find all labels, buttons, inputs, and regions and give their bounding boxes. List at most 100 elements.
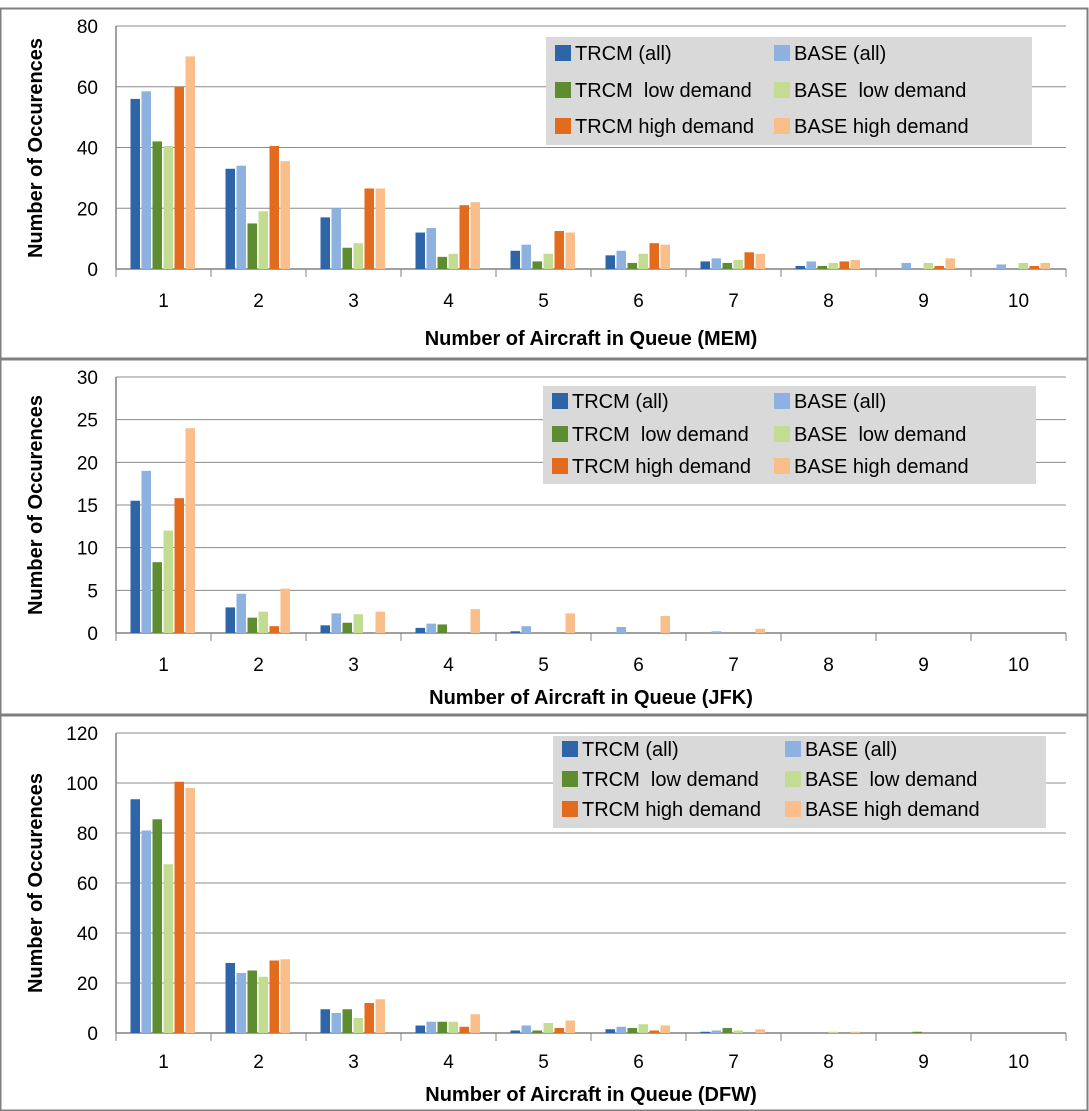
x-tick-label: 8 (823, 655, 834, 676)
legend-label-2: BASE (all) (805, 739, 897, 761)
bar-series-4 (543, 1023, 553, 1033)
y-tick-label: 20 (77, 974, 98, 995)
bar-series-1 (320, 625, 330, 633)
bar-series-3 (247, 223, 257, 269)
bar-series-5 (269, 626, 279, 633)
x-tick-label: 10 (1008, 1052, 1029, 1073)
x-tick-label: 6 (633, 655, 644, 676)
bar-series-3 (817, 265, 827, 269)
bar-series-2 (141, 470, 151, 633)
y-tick-label: 80 (77, 824, 98, 845)
bar-series-2 (901, 262, 911, 269)
bar-series-5 (174, 86, 184, 269)
legend: TRCM (all) BASE (all) TRCM low demand BASE … (546, 37, 1032, 145)
y-tick-label: 10 (77, 539, 98, 560)
legend-label-2: BASE (all) (794, 391, 886, 413)
y-tick-label: 60 (77, 78, 98, 99)
bar-series-2 (331, 1013, 341, 1033)
bar-series-2 (806, 261, 816, 269)
bar-series-4 (543, 253, 553, 269)
y-axis-title: Number of Occurences (25, 38, 47, 258)
bar-series-1 (225, 168, 235, 269)
y-tick-label: 80 (77, 17, 98, 38)
legend-label-1: TRCM (all) (575, 43, 672, 65)
legend-swatch-5 (555, 118, 571, 134)
y-tick-label: 15 (77, 496, 98, 517)
bar-series-6 (375, 611, 385, 633)
bar-series-5 (554, 231, 564, 269)
bar-series-5 (364, 188, 374, 269)
legend-label-5: TRCM high demand (575, 116, 754, 138)
bar-series-6 (565, 613, 575, 633)
bar-series-4 (923, 262, 933, 269)
bar-series-6 (850, 1031, 860, 1033)
legend-label-4: BASE low demand (794, 424, 966, 446)
bar-series-5 (649, 243, 659, 269)
legend-swatch-1 (552, 393, 568, 409)
y-tick-label: 0 (87, 260, 98, 281)
legend-swatch-6 (774, 118, 790, 134)
bar-series-3 (722, 262, 732, 269)
x-tick-label: 1 (158, 655, 169, 676)
bar-series-4 (733, 1030, 743, 1033)
x-tick-label: 2 (253, 291, 264, 312)
x-axis-title: Number of Aircraft in Queue (JFK) (429, 687, 753, 709)
bar-series-5 (839, 261, 849, 269)
legend-swatch-1 (562, 741, 578, 757)
y-tick-label: 0 (87, 624, 98, 645)
y-tick-label: 20 (77, 199, 98, 220)
bar-series-2 (521, 244, 531, 269)
bar-series-2 (616, 1026, 626, 1033)
x-axis-title: Number of Aircraft in Queue (MEM) (425, 328, 758, 350)
bar-series-6 (660, 1025, 670, 1033)
bar-series-2 (616, 627, 626, 633)
bar-series-3 (437, 1021, 447, 1033)
bar-series-1 (510, 250, 520, 269)
bar-series-3 (342, 1009, 352, 1033)
bar-series-5 (1029, 265, 1039, 269)
bar-series-2 (426, 227, 436, 269)
y-tick-label: 60 (77, 874, 98, 895)
legend-swatch-1 (555, 45, 571, 61)
x-tick-label: 9 (918, 291, 929, 312)
bar-series-5 (744, 252, 754, 269)
legend-swatch-3 (562, 771, 578, 787)
legend-swatch-5 (552, 458, 568, 474)
legend-swatch-3 (552, 426, 568, 442)
x-tick-label: 1 (158, 291, 169, 312)
bar-series-1 (225, 963, 235, 1033)
chart-panel-3: 0 20 40 60 80 100 120 1 2 3 4 5 6 7 8 9 10 Number of Airc… (0, 714, 1089, 1111)
x-tick-label: 8 (823, 291, 834, 312)
x-tick-label: 3 (348, 291, 359, 312)
bar-series-1 (605, 1029, 615, 1033)
bar-series-6 (280, 588, 290, 633)
bar-series-3 (152, 562, 162, 633)
bar-series-5 (459, 205, 469, 269)
bar-series-3 (627, 1028, 637, 1033)
x-axis-title: Number of Aircraft in Queue (DFW) (425, 1084, 756, 1106)
bar-series-1 (225, 607, 235, 633)
legend-label-6: BASE high demand (794, 116, 969, 138)
y-tick-label: 20 (77, 453, 98, 474)
bar-series-2 (141, 830, 151, 1033)
bar-series-2 (331, 613, 341, 633)
bar-series-4 (353, 1018, 363, 1033)
bar-series-6 (945, 258, 955, 269)
bar-series-4 (448, 253, 458, 269)
bar-series-1 (130, 98, 140, 270)
bar-series-2 (996, 264, 1006, 269)
legend-label-3: TRCM low demand (582, 769, 759, 791)
legend: TRCM (all) BASE (all) TRCM low demand BASE … (553, 736, 1046, 828)
legend-swatch-4 (774, 82, 790, 98)
bar-series-1 (605, 255, 615, 269)
legend-swatch-6 (774, 458, 790, 474)
x-tick-label: 5 (538, 1052, 549, 1073)
bar-series-6 (185, 428, 195, 633)
bar-series-4 (258, 976, 268, 1033)
bar-series-4 (353, 614, 363, 633)
legend-label-1: TRCM (all) (582, 739, 679, 761)
bar-series-1 (700, 1031, 710, 1033)
legend-swatch-4 (785, 771, 801, 787)
bar-series-5 (554, 1028, 564, 1033)
